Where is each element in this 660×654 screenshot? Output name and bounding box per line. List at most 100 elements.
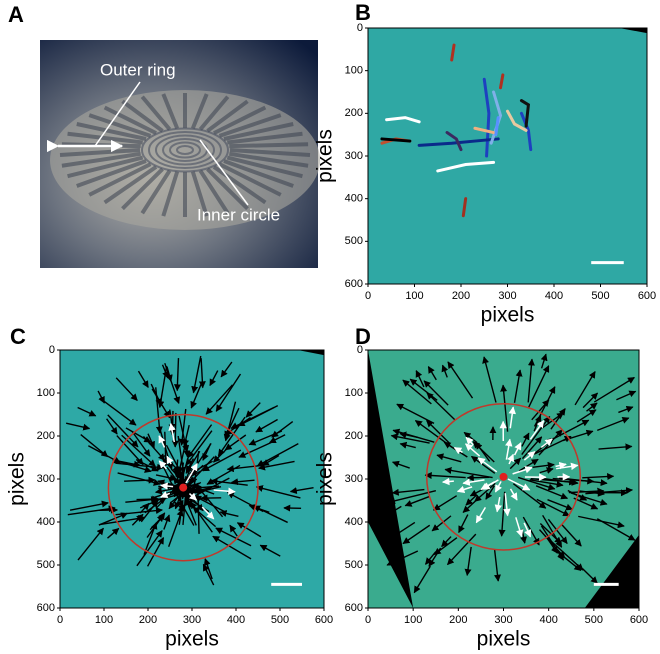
x-tick-label: 0 xyxy=(365,290,371,302)
mask xyxy=(368,350,639,608)
arrow xyxy=(205,384,234,415)
arrow xyxy=(568,487,605,495)
arrow xyxy=(137,370,149,388)
arrow xyxy=(465,494,477,506)
arrow-white xyxy=(480,481,496,491)
y-tick-label: 0 xyxy=(357,22,363,34)
arrow xyxy=(582,473,615,481)
ridge xyxy=(198,95,230,131)
x-axis-label: pixels xyxy=(165,628,219,651)
trajectory xyxy=(499,73,505,90)
ridge xyxy=(61,151,141,168)
arrow xyxy=(531,399,550,421)
trajectory xyxy=(380,137,412,143)
ridge xyxy=(206,167,249,211)
trajectory xyxy=(519,111,533,152)
arrow xyxy=(202,449,242,472)
arrow xyxy=(176,439,188,474)
arrow xyxy=(163,514,171,530)
arrow xyxy=(238,441,272,458)
arrow xyxy=(259,544,281,557)
y-tick-label: 600 xyxy=(345,278,363,290)
arrow xyxy=(561,524,582,547)
arrow xyxy=(396,403,435,425)
plot-bg xyxy=(368,28,647,284)
arrow-white xyxy=(477,457,498,473)
arrow xyxy=(256,443,299,467)
arrow xyxy=(229,524,238,537)
arrow xyxy=(271,420,294,438)
y-tick-label: 600 xyxy=(37,602,55,614)
annotation: Inner circle xyxy=(197,205,280,224)
arrow-white xyxy=(505,438,513,460)
arrow xyxy=(194,483,224,518)
arrow xyxy=(441,536,452,548)
x-tick-label: 200 xyxy=(139,614,157,626)
arrow-white xyxy=(465,443,481,457)
arrow xyxy=(261,454,280,467)
arrow-white xyxy=(507,478,531,491)
arrow xyxy=(596,518,636,541)
arrow xyxy=(529,479,564,488)
arrow xyxy=(551,419,590,441)
arrow xyxy=(185,458,195,473)
ridge xyxy=(103,165,158,205)
trajectory xyxy=(519,99,531,128)
arrow xyxy=(203,558,213,580)
x-tick-label: 400 xyxy=(545,290,563,302)
arrow xyxy=(540,353,548,369)
arrow xyxy=(170,468,185,484)
arrow xyxy=(223,401,237,442)
center-dot xyxy=(179,483,188,492)
arrow xyxy=(255,418,278,433)
arrow xyxy=(155,474,177,482)
arrow xyxy=(209,370,219,387)
ridge xyxy=(67,131,143,145)
arrow-white xyxy=(503,493,511,517)
x-tick-label: 300 xyxy=(498,290,516,302)
arrow xyxy=(521,436,543,460)
y-tick-label: 100 xyxy=(345,387,363,399)
arrow xyxy=(530,477,577,486)
y-axis-label: pixels xyxy=(314,129,337,183)
trajectory xyxy=(506,109,528,132)
arrow xyxy=(527,365,550,409)
trajectory xyxy=(473,126,496,135)
x-tick-label: 100 xyxy=(404,614,422,626)
arrow xyxy=(236,522,262,538)
arrow xyxy=(399,441,416,449)
ridge xyxy=(67,155,144,179)
arrow xyxy=(388,521,416,541)
ridge xyxy=(198,169,230,215)
arrow-white xyxy=(166,455,174,465)
arrow xyxy=(210,477,248,486)
ridge xyxy=(88,113,152,138)
arrow xyxy=(187,424,213,459)
arrow xyxy=(414,419,453,448)
arrow xyxy=(441,364,449,378)
arrow xyxy=(512,483,547,509)
arrow xyxy=(474,482,496,502)
trajectory xyxy=(445,131,463,152)
arrow-white xyxy=(494,481,502,493)
x-tick-label: 500 xyxy=(585,614,603,626)
ridge xyxy=(229,142,309,149)
arrow xyxy=(409,378,438,401)
x-tick-label: 0 xyxy=(365,614,371,626)
ridge xyxy=(206,99,249,133)
arrow xyxy=(415,370,425,388)
arrow-white xyxy=(507,453,514,465)
annotation: Outer ring xyxy=(100,60,176,79)
arrow xyxy=(522,516,540,546)
x-tick-label: 200 xyxy=(452,290,470,302)
arrow xyxy=(258,460,295,471)
arrow-white xyxy=(513,442,522,456)
arrow xyxy=(436,453,462,463)
arrow xyxy=(509,457,522,470)
y-tick-label: 500 xyxy=(345,559,363,571)
trajectory xyxy=(385,116,421,124)
x-tick-label: 500 xyxy=(591,290,609,302)
y-tick-label: 200 xyxy=(345,107,363,119)
arrow xyxy=(404,495,430,507)
